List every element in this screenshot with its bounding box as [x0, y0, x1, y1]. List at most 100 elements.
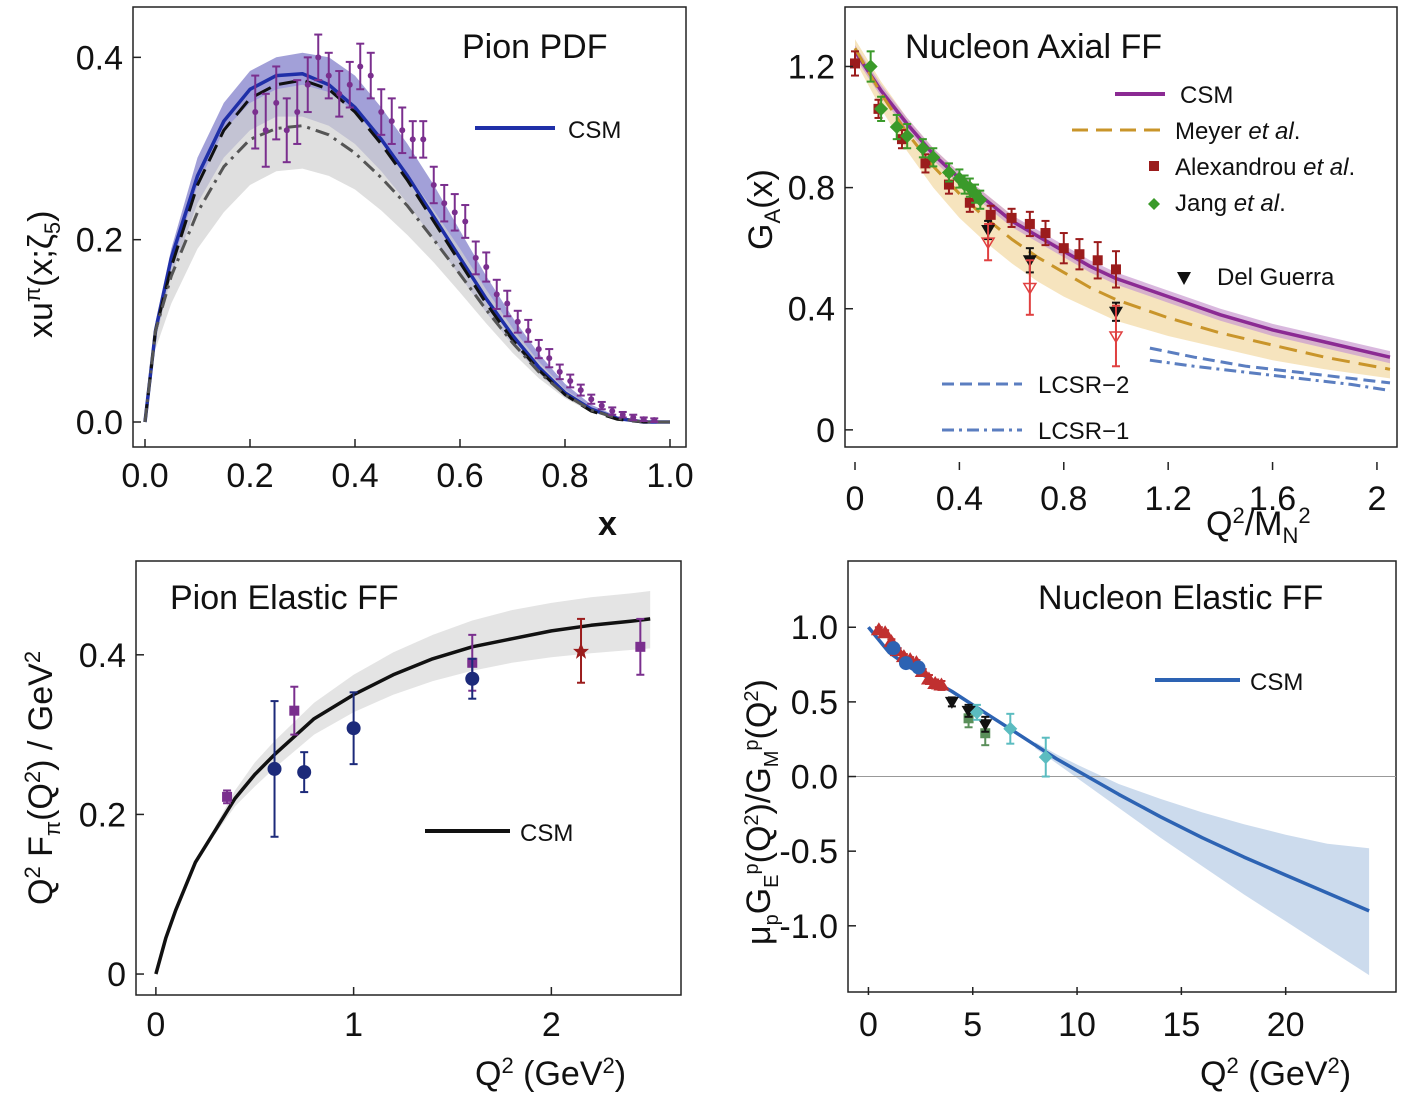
- data-point-navy-circles: [267, 761, 282, 776]
- x-tick-label: 1: [344, 1006, 363, 1044]
- points: [870, 622, 1053, 778]
- x-tick-label: 5: [963, 1006, 982, 1044]
- bands: [215, 591, 651, 835]
- data-point-data: [357, 63, 364, 70]
- data-point-data: [588, 396, 595, 403]
- data-point-del-guerra-red-: [1108, 331, 1124, 344]
- legend-label: CSM: [1180, 82, 1233, 109]
- data-point-alexandrou-et-al-: [920, 158, 931, 169]
- data-point-del-guerra-red-: [1022, 282, 1038, 295]
- bands: [155, 52, 670, 423]
- data-point-purple-squares: [635, 641, 646, 652]
- data-point-data: [430, 181, 437, 188]
- plot-frame: [135, 560, 682, 996]
- bands: [1035, 742, 1370, 976]
- data-point-data: [651, 417, 658, 424]
- legend-label: Meyer et al.: [1175, 118, 1300, 145]
- points: [251, 33, 659, 424]
- data-point-cyan-diamonds: [1003, 721, 1018, 736]
- data-point-jang-et-al-: [874, 101, 889, 116]
- y-axis-label: μpGEp(Q2)/GMp(Q2): [740, 679, 783, 945]
- series-line-dashed: [143, 78, 670, 424]
- x-tick-label: 0.4: [936, 480, 983, 518]
- data-point-cyan-diamonds: [969, 705, 984, 720]
- legend-label: CSM: [568, 117, 621, 144]
- series-line-lcsr-1: [1149, 358, 1391, 392]
- data-point-data: [399, 127, 406, 134]
- x-tick-label: 2: [542, 1006, 561, 1044]
- y-tick-label: 1.0: [791, 609, 838, 647]
- ticks: 0 0.4 0.8 1.2 1.6 2 0 0.4 0.8 1.2: [788, 48, 1387, 518]
- chart-title: Pion Elastic FF: [170, 579, 399, 617]
- data-point-data: [315, 54, 322, 61]
- legend-label: LCSR−2: [1038, 372, 1129, 399]
- data-point-red-star: [573, 642, 590, 659]
- data-point-data: [556, 368, 563, 375]
- data-point-data: [283, 127, 290, 134]
- ticks: 0 1 2 0 0.2 0.4: [79, 637, 561, 1044]
- data-point-data: [640, 416, 647, 423]
- data-point-data: [504, 300, 511, 307]
- data-point-navy-circles: [346, 721, 361, 736]
- data-point-data: [472, 254, 479, 261]
- legend-label: LCSR−1: [1038, 418, 1129, 445]
- points: [222, 617, 646, 838]
- x-tick-label: 0.4: [331, 457, 378, 495]
- y-tick-label: -1.0: [779, 908, 838, 946]
- data-point-jang-et-al-: [941, 165, 956, 180]
- y-axis-label: Q2 Fπ(Q2) / GeV2: [20, 651, 65, 905]
- data-point-black-triangles: [944, 696, 959, 709]
- data-point-data: [262, 127, 269, 134]
- data-point-data: [388, 118, 395, 125]
- data-point-green-squares: [980, 728, 991, 739]
- x-axis-label: Q2/MN2: [1206, 503, 1311, 548]
- data-point-alexandrou-et-al-: [1006, 212, 1017, 223]
- data-point-blue-circles: [886, 641, 901, 656]
- x-tick-label: 0.0: [121, 457, 168, 495]
- data-point-data: [598, 402, 605, 409]
- data-point-navy-circles: [297, 765, 312, 780]
- legend-marker-diamond: [1148, 198, 1160, 210]
- data-point-data: [441, 200, 448, 207]
- ticks: 0.0 0.2 0.4 0.6 0.8 1.0 0.0 0.2 0.4: [76, 39, 694, 495]
- data-point-data: [493, 291, 500, 298]
- y-tick-label: 0.2: [76, 222, 123, 260]
- data-point-blue-circles: [911, 660, 926, 675]
- x-tick-label: 0: [859, 1006, 878, 1044]
- data-point-data: [346, 81, 353, 88]
- data-point-alexandrou-et-al-: [985, 209, 996, 220]
- plot-frame: [132, 6, 687, 448]
- data-point-red-triangles: [877, 625, 894, 639]
- x-axis-label: Q2 (GeV2): [1200, 1053, 1351, 1093]
- x-tick-label: 0.6: [436, 457, 483, 495]
- data-point-data: [514, 318, 521, 325]
- data-point-alexandrou-et-al-: [943, 179, 954, 190]
- y-tick-label: 0.0: [76, 404, 123, 442]
- y-tick-label: 0.5: [791, 684, 838, 722]
- x-axis-label: Q2 (GeV2): [475, 1053, 626, 1093]
- x-tick-label: 10: [1058, 1006, 1096, 1044]
- lines: [853, 47, 1391, 392]
- legend-marker-square: [1149, 161, 1159, 171]
- data-point-data: [409, 136, 416, 143]
- data-point-alexandrou-et-al-: [1074, 249, 1085, 260]
- data-point-data: [378, 109, 385, 116]
- data-point-navy-circles: [465, 671, 480, 686]
- x-tick-label: 20: [1267, 1006, 1305, 1044]
- data-point-data: [273, 99, 280, 106]
- pion-elastic-ff-panel: 0 1 2 0 0.2 0.4 Pion Elastic FF CSM Q2 (GeV2)…: [20, 560, 682, 1093]
- data-point-jang-et-al-: [889, 120, 904, 135]
- data-point-data: [462, 218, 469, 225]
- data-point-data: [546, 355, 553, 362]
- y-tick-label: 0: [816, 412, 835, 450]
- data-point-green-squares: [963, 713, 974, 724]
- legend-label: Jang et al.: [1175, 190, 1286, 217]
- band-meyer-band: [855, 39, 1390, 379]
- legend-label: CSM: [520, 820, 573, 847]
- data-point-data: [294, 109, 301, 116]
- data-point-data: [577, 387, 584, 394]
- lines: [154, 617, 651, 975]
- legend-label: Del Guerra: [1217, 264, 1335, 291]
- y-tick-label: -0.5: [779, 833, 838, 871]
